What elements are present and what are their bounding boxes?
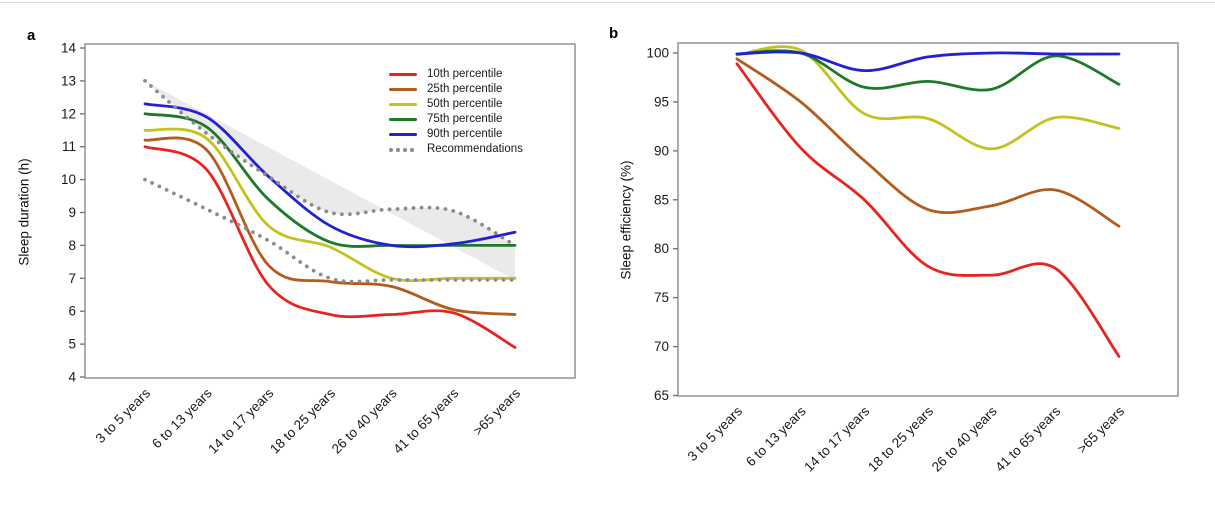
series-line-25th-percentile-b: [735, 57, 1121, 228]
y-tick-label: 90: [654, 143, 669, 158]
legend-label: 10th percentile: [427, 68, 503, 80]
y-tick-label: 11: [62, 139, 76, 154]
recommendations-band: [145, 80, 515, 280]
x-category-label: 6 to 13 years: [149, 385, 215, 451]
y-tick-label: 14: [61, 41, 77, 56]
y-tick-label: 6: [68, 304, 76, 319]
y-tick-label: 13: [61, 73, 76, 88]
legend-label: 25th percentile: [427, 83, 503, 95]
panel-a-letter: a: [27, 27, 36, 44]
panel-b-y-axis-title: Sleep efficiency (%): [618, 160, 634, 280]
x-category-label: >65 years: [470, 385, 523, 438]
legend-item-25th-percentile: 25th percentile: [389, 82, 523, 97]
y-tick-label: 5: [68, 337, 76, 352]
y-tick-label: 7: [68, 271, 76, 286]
legend-swatch-90th-percentile: [389, 132, 417, 137]
y-tick-label: 65: [654, 388, 669, 403]
series-line-75th-percentile-a: [143, 112, 517, 248]
legend-swatch-50th-percentile: [389, 102, 417, 107]
panel-a-y-axis-title: Sleep duration (h): [16, 158, 32, 266]
y-tick-label: 12: [61, 106, 76, 121]
legend-dot: [403, 147, 407, 152]
legend-swatch-recommendations: [389, 147, 417, 152]
legend-dot: [410, 147, 414, 152]
x-category-label: 6 to 13 years: [743, 403, 809, 469]
plot-border-a: [84, 43, 576, 379]
y-tick-label: 70: [654, 339, 669, 354]
legend-swatch-75th-percentile: [389, 117, 417, 122]
y-tick-label: 8: [68, 238, 76, 253]
x-category-label: 3 to 5 years: [93, 385, 154, 446]
legend-dot: [389, 147, 393, 152]
y-tick-label: 85: [654, 192, 669, 207]
series-line-10th-percentile-a: [143, 145, 517, 349]
legend-item-50th-percentile: 50th percentile: [389, 97, 523, 112]
y-tick-label: 4: [68, 370, 76, 385]
legend: 10th percentile 25th percentile 50th perce…: [389, 67, 523, 157]
recommendations-lower-dotted-line: [143, 177, 517, 284]
x-category-label: 18 to 25 years: [865, 403, 936, 474]
y-tick-label: 75: [654, 290, 669, 305]
series-line-50th-percentile-b: [735, 45, 1121, 151]
series-line-90th-percentile-a: [143, 102, 517, 249]
x-category-label: 41 to 65 years: [992, 403, 1063, 474]
legend-dot: [396, 147, 400, 152]
y-tick-label: 10: [61, 172, 76, 187]
series-line-90th-percentile-b: [735, 50, 1121, 73]
legend-swatch-25th-percentile: [389, 87, 417, 92]
x-category-label: 3 to 5 years: [685, 403, 746, 464]
legend-label: Recommendations: [427, 143, 523, 155]
recommendations-upper-dotted-line: [143, 79, 517, 248]
x-category-label: 14 to 17 years: [801, 403, 872, 474]
legend-item-90th-percentile: 90th percentile: [389, 127, 523, 142]
legend-label: 90th percentile: [427, 128, 503, 140]
legend-item-recommendations: Recommendations: [389, 142, 523, 157]
series-line-25th-percentile-a: [143, 136, 517, 316]
series-line-10th-percentile-b: [735, 62, 1121, 358]
series-line-50th-percentile-a: [143, 127, 517, 282]
x-category-label: 26 to 40 years: [929, 403, 1000, 474]
y-tick-label: 9: [68, 205, 76, 220]
y-tick-label: 100: [646, 46, 669, 61]
legend-swatch-10th-percentile: [389, 72, 417, 77]
top-hairline: [0, 2, 1215, 3]
legend-item-75th-percentile: 75th percentile: [389, 112, 523, 127]
y-tick-label: 80: [654, 241, 669, 256]
x-category-label: >65 years: [1074, 403, 1127, 456]
legend-item-10th-percentile: 10th percentile: [389, 67, 523, 82]
legend-label: 75th percentile: [427, 113, 503, 125]
panel-b-letter: b: [609, 25, 619, 42]
x-category-label: 41 to 65 years: [390, 385, 461, 456]
legend-label: 50th percentile: [427, 98, 503, 110]
y-tick-label: 95: [654, 94, 669, 109]
plot-border-b: [677, 42, 1179, 397]
